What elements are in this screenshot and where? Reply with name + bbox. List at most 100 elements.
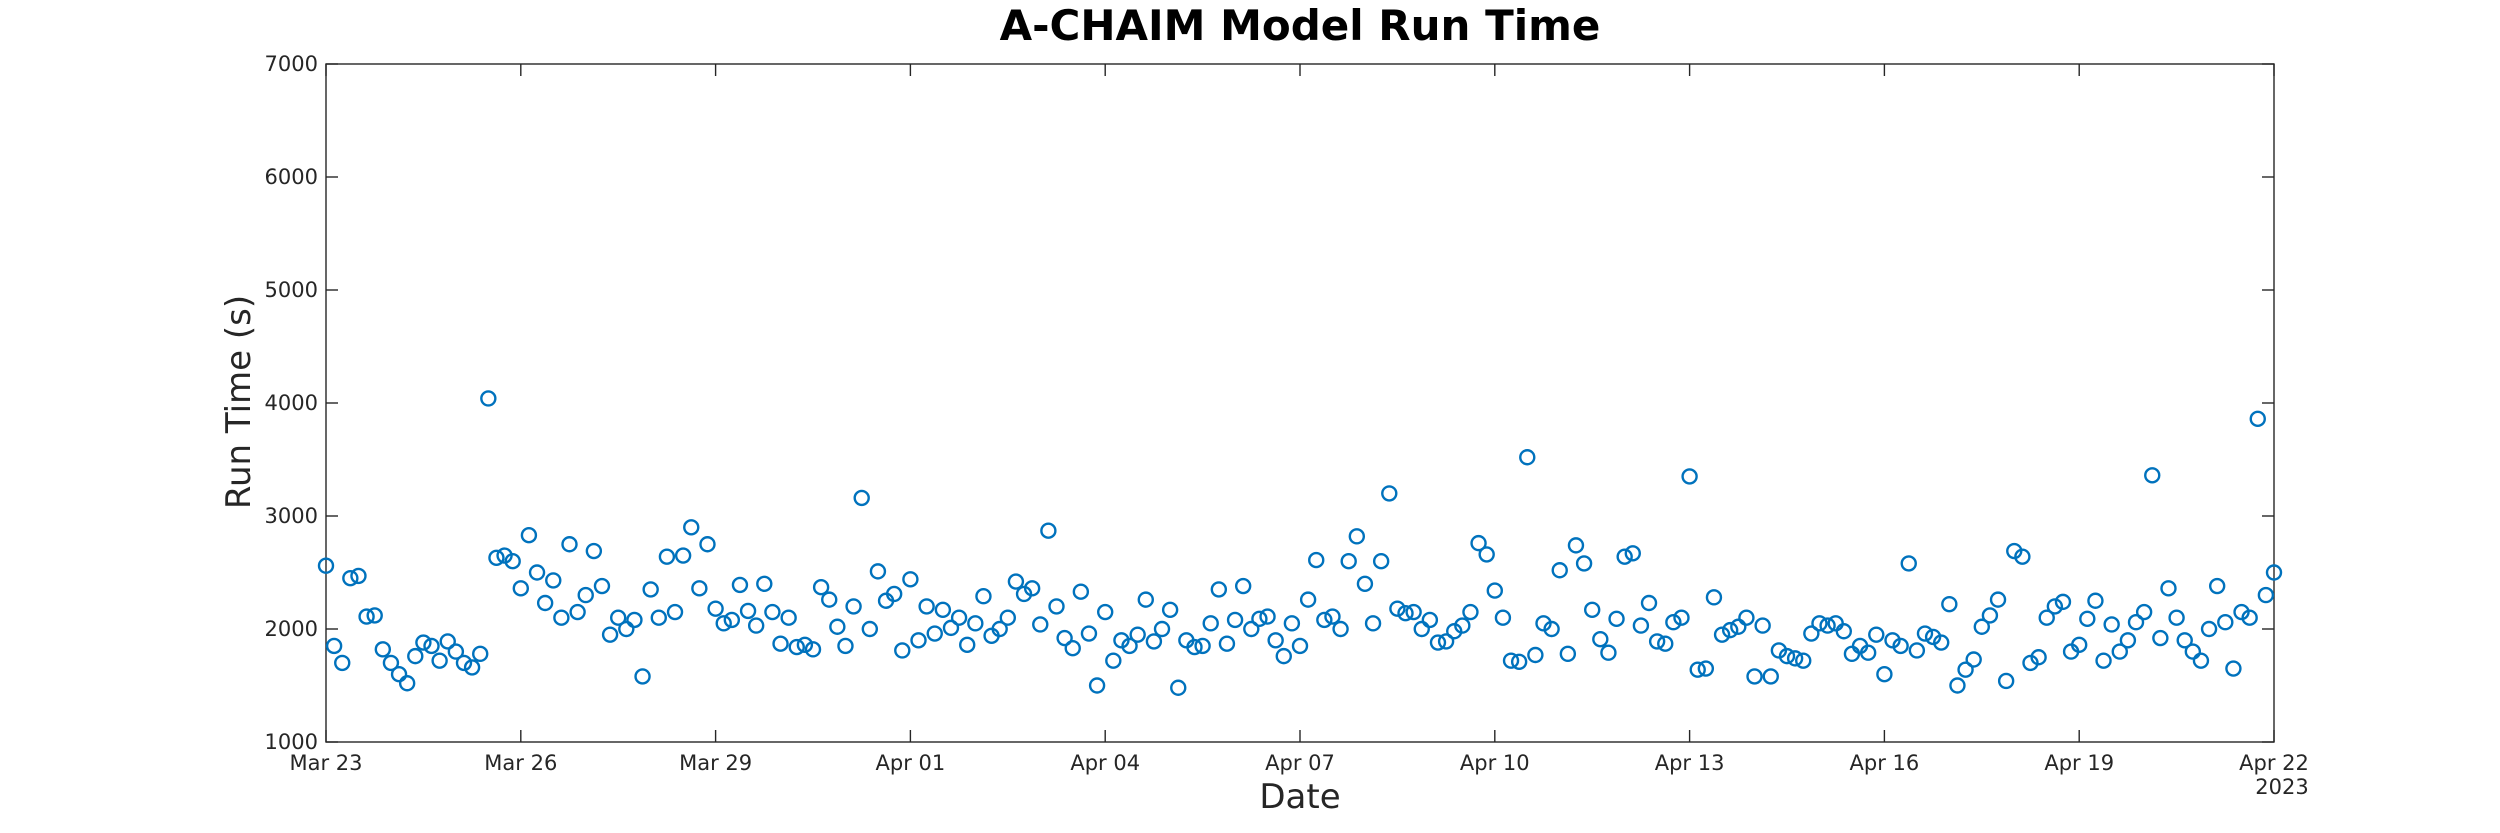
x-tick-label: Apr 10 [1460, 751, 1530, 775]
data-point [1007, 573, 1025, 590]
data-point [317, 557, 335, 574]
data-point [772, 635, 789, 652]
data-point [926, 625, 943, 642]
data-point [950, 609, 968, 626]
data-point [764, 603, 781, 621]
data-point [1048, 598, 1065, 615]
data-point [366, 607, 383, 624]
y-tick-label: 2000 [265, 617, 318, 641]
data-point [1543, 620, 1560, 638]
data-point [472, 645, 489, 663]
data-point [1608, 610, 1625, 628]
data-point [528, 564, 546, 581]
data-point [545, 572, 562, 589]
data-point [1648, 633, 1666, 650]
data-point [699, 536, 716, 553]
data-point [1632, 617, 1650, 634]
data-point [496, 547, 513, 564]
data-point [1462, 603, 1479, 621]
data-point [991, 620, 1008, 638]
data-point [350, 567, 367, 585]
data-point [853, 489, 870, 507]
data-point [569, 603, 586, 621]
data-point [610, 609, 627, 626]
data-point [577, 586, 594, 604]
data-point [634, 668, 651, 685]
data-point [1567, 537, 1585, 554]
data-point [2022, 654, 2039, 672]
data-point [910, 632, 927, 649]
x-tick-label: Apr 16 [1850, 751, 1920, 775]
data-point [1924, 628, 1942, 646]
data-point [415, 634, 432, 651]
data-point [715, 615, 732, 632]
data-point [999, 609, 1016, 626]
data-point [747, 617, 765, 634]
data-point [1795, 652, 1812, 669]
data-point [1559, 645, 1577, 663]
data-point [593, 577, 611, 595]
data-point [1121, 637, 1138, 655]
data-point [1210, 581, 1228, 598]
data-point [1624, 545, 1641, 562]
data-point [2103, 616, 2120, 633]
data-point [1892, 637, 1909, 655]
data-point [334, 654, 351, 672]
data-point [2079, 610, 2096, 628]
data-point [902, 571, 919, 588]
data-point [1129, 626, 1146, 643]
data-point [463, 659, 481, 676]
data-point [1592, 630, 1609, 648]
data-point [1194, 637, 1211, 655]
data-point [1908, 642, 1926, 659]
data-point [1096, 603, 1114, 621]
data-point [447, 643, 465, 660]
data-point [1023, 580, 1041, 597]
data-point [967, 615, 984, 632]
data-point [1973, 618, 1991, 635]
data-point [1713, 626, 1731, 643]
data-point [1299, 591, 1317, 608]
x-tick-label: Apr 13 [1655, 751, 1725, 775]
data-point [1234, 577, 1252, 595]
x-tick-label: Apr 19 [2044, 751, 2114, 775]
data-point [2168, 609, 2185, 626]
data-point [2249, 410, 2266, 428]
data-point [1583, 601, 1601, 618]
y-axis-title: Run Time (s) [219, 295, 259, 509]
data-point [1072, 583, 1090, 600]
data-point [894, 642, 911, 659]
data-point [2241, 609, 2258, 626]
data-point [1535, 615, 1552, 632]
data-point [1113, 632, 1130, 649]
data-point [1389, 600, 1406, 617]
y-tick-label: 3000 [265, 504, 318, 528]
data-point [1340, 553, 1357, 570]
data-point [1673, 609, 1690, 626]
year-label: 2023 [2255, 775, 2308, 799]
y-tick-label: 6000 [265, 165, 318, 189]
data-point [885, 585, 903, 603]
data-point [1421, 611, 1439, 629]
data-point [1730, 618, 1747, 635]
data-point [1137, 591, 1154, 608]
data-point [2038, 609, 2055, 626]
data-point [2014, 548, 2031, 565]
data-point [1348, 528, 1366, 545]
data-point [959, 636, 976, 654]
data-point [674, 547, 692, 564]
x-tick-label: Mar 29 [679, 751, 752, 775]
data-point [342, 569, 359, 587]
data-point [1819, 617, 1836, 634]
data-point [2054, 593, 2072, 611]
data-point [1056, 629, 1073, 647]
data-point [374, 641, 392, 658]
data-point [2152, 629, 2169, 647]
data-point [666, 603, 684, 621]
data-point [691, 580, 708, 597]
data-point [804, 641, 822, 658]
data-point [2087, 592, 2104, 609]
data-point [325, 637, 343, 655]
data-point [1356, 575, 1374, 592]
